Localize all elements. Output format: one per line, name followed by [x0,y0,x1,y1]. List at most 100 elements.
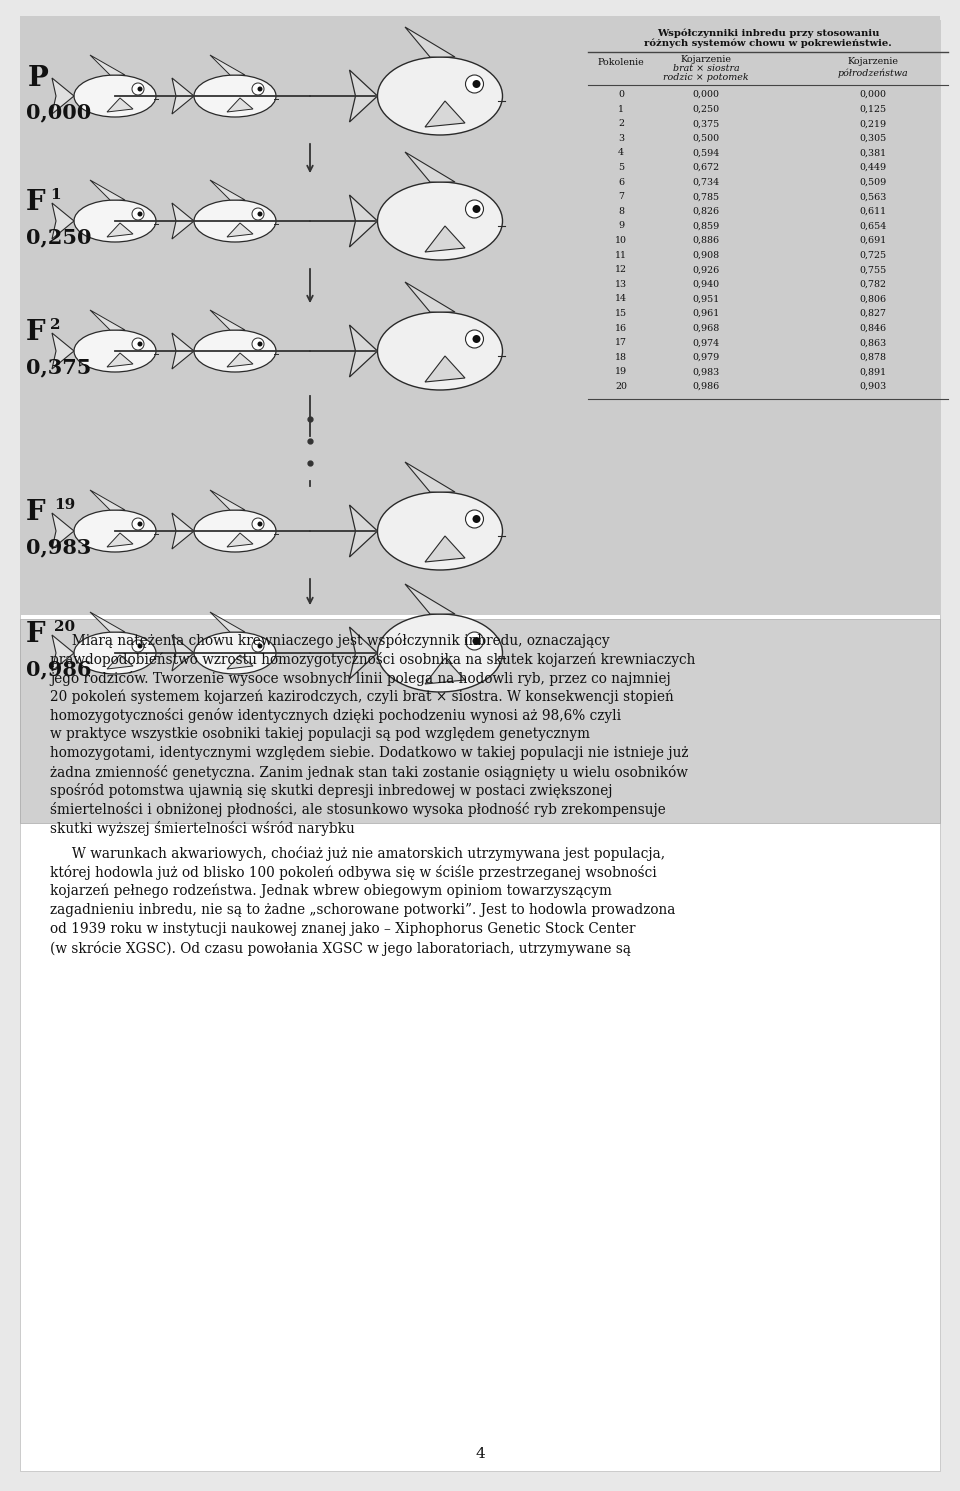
Text: 17: 17 [615,338,627,347]
Polygon shape [349,70,377,122]
Polygon shape [425,356,465,382]
Polygon shape [52,203,74,239]
Ellipse shape [74,330,156,371]
Polygon shape [107,224,133,237]
Text: 0,734: 0,734 [692,177,720,186]
Text: P: P [28,64,49,91]
Text: Kojarzenie: Kojarzenie [681,55,732,64]
Text: 0,891: 0,891 [859,367,887,376]
Text: 0,375: 0,375 [26,356,91,377]
Text: 0,926: 0,926 [692,265,720,274]
Polygon shape [210,180,245,200]
Text: 5: 5 [618,163,624,171]
Circle shape [137,341,142,346]
Circle shape [137,522,142,526]
Text: 0,974: 0,974 [692,338,720,347]
Ellipse shape [377,312,502,391]
Polygon shape [227,224,253,237]
Circle shape [132,640,144,652]
Polygon shape [172,203,194,239]
Polygon shape [405,282,455,312]
Circle shape [472,637,481,646]
Text: 0,859: 0,859 [692,221,720,231]
Polygon shape [107,353,133,367]
Text: 18: 18 [615,353,627,362]
Text: 0,846: 0,846 [859,324,887,332]
Text: 9: 9 [618,221,624,231]
Text: 2: 2 [50,318,60,332]
Polygon shape [210,55,245,75]
Text: 0,672: 0,672 [692,163,720,171]
Polygon shape [425,101,465,127]
Text: 0,305: 0,305 [859,134,887,143]
Text: 0,785: 0,785 [692,192,720,201]
Text: 0,979: 0,979 [692,353,720,362]
Text: 0,250: 0,250 [26,227,91,248]
Text: 20: 20 [54,620,75,634]
Polygon shape [405,462,455,492]
Circle shape [132,338,144,350]
Text: rodzic × potomek: rodzic × potomek [663,73,749,82]
Text: 0,594: 0,594 [692,149,720,158]
Circle shape [472,204,481,213]
Text: F: F [26,319,46,346]
Text: 0,983: 0,983 [692,367,720,376]
Ellipse shape [74,200,156,242]
Text: 0,878: 0,878 [859,353,886,362]
Text: 0,755: 0,755 [859,265,887,274]
Text: 10: 10 [615,236,627,245]
Text: 0,125: 0,125 [859,104,887,113]
Polygon shape [405,584,455,614]
Text: 0,986: 0,986 [26,659,91,678]
Polygon shape [227,98,253,112]
Circle shape [472,81,481,88]
Ellipse shape [377,492,502,570]
Text: Miarą natężenia chowu krewniaczego jest współczynnik inbredu, oznaczający: Miarą natężenia chowu krewniaczego jest … [50,634,610,649]
Text: 11: 11 [615,250,627,259]
Text: 8: 8 [618,207,624,216]
Circle shape [252,338,264,350]
Circle shape [472,514,481,523]
Text: 7: 7 [618,192,624,201]
Ellipse shape [377,57,502,136]
Text: 14: 14 [615,294,627,303]
Circle shape [137,86,142,91]
Text: 0,500: 0,500 [692,134,720,143]
Text: 19: 19 [54,498,75,511]
Text: półrodzeństwa: półrodzeństwa [838,69,908,78]
Text: 0,725: 0,725 [859,250,887,259]
Polygon shape [52,78,74,113]
Ellipse shape [74,510,156,552]
Text: 0,908: 0,908 [692,250,720,259]
Text: 6: 6 [618,177,624,186]
Text: 4: 4 [618,149,624,158]
Polygon shape [90,611,125,632]
Text: 20 pokoleń systemem kojarzeń kazirodczych, czyli brat × siostra. W konsekwencji : 20 pokoleń systemem kojarzeń kazirodczyc… [50,689,674,704]
Polygon shape [425,535,465,562]
Polygon shape [90,491,125,510]
Bar [20,16,940,614]
Text: 0,381: 0,381 [859,149,887,158]
Text: 0,000: 0,000 [859,89,886,98]
Text: F: F [26,189,46,216]
Text: 12: 12 [615,265,627,274]
Polygon shape [107,532,133,547]
Ellipse shape [74,75,156,116]
Text: 20: 20 [615,382,627,391]
Circle shape [257,212,262,216]
Text: żadna zmienność genetyczna. Zanim jednak stan taki zostanie osiągnięty u wielu o: żadna zmienność genetyczna. Zanim jednak… [50,765,688,780]
Polygon shape [405,27,455,57]
Text: Pokolenie: Pokolenie [598,58,644,67]
Text: skutki wyższej śmiertelności wśród narybku: skutki wyższej śmiertelności wśród naryb… [50,822,355,836]
Text: 0,509: 0,509 [859,177,887,186]
Circle shape [132,517,144,529]
Text: Współczynniki inbredu przy stosowaniu: Współczynniki inbredu przy stosowaniu [657,28,879,37]
Circle shape [257,86,262,91]
Text: 15: 15 [615,309,627,318]
Text: 0,886: 0,886 [692,236,720,245]
Circle shape [257,341,262,346]
Polygon shape [172,78,194,113]
Text: śmiertelności i obniżonej płodności, ale stosunkowo wysoka płodność ryb zrekompe: śmiertelności i obniżonej płodności, ale… [50,802,665,817]
Circle shape [466,510,484,528]
Polygon shape [349,505,377,558]
